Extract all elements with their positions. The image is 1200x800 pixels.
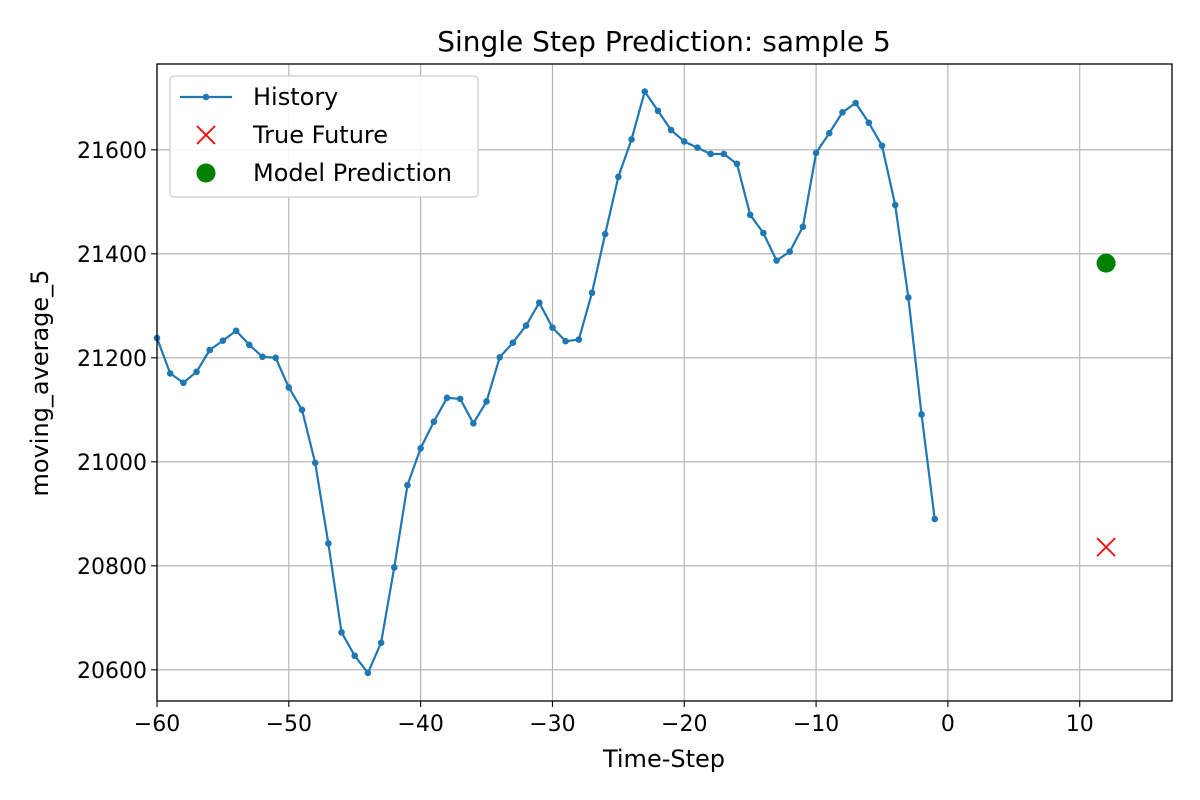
history-point <box>680 138 688 145</box>
history-point <box>918 411 925 418</box>
history-point <box>259 353 266 361</box>
legend-history-marker <box>202 93 210 101</box>
history-point <box>456 395 464 403</box>
history-point <box>825 129 833 137</box>
y-tick-label: 21600 <box>77 139 147 164</box>
history-point <box>641 88 649 95</box>
history-point <box>272 354 279 362</box>
history-point <box>601 230 609 238</box>
history-point <box>628 136 635 143</box>
history-point <box>733 160 741 168</box>
history-point <box>298 406 306 414</box>
legend-model-prediction-marker <box>196 163 216 183</box>
legend-label: True Future <box>252 121 388 149</box>
x-tick-label: 0 <box>941 712 955 737</box>
history-point <box>773 257 780 264</box>
legend: History True Future Model Prediction <box>169 75 479 198</box>
legend-box <box>169 75 479 198</box>
history-point <box>338 629 345 636</box>
history-point <box>575 336 583 343</box>
history-point <box>509 339 517 347</box>
x-tick-label: −30 <box>529 712 575 737</box>
history-point <box>799 223 807 231</box>
history-point <box>549 324 556 331</box>
x-tick-label: −10 <box>793 712 839 737</box>
history-point <box>760 229 767 237</box>
x-axis-label: Time-Step <box>602 745 725 773</box>
history-point <box>522 322 530 329</box>
history-point <box>285 384 293 391</box>
true-future-point <box>1096 537 1116 557</box>
history-point <box>812 149 820 157</box>
history-point <box>746 211 754 219</box>
x-tick-label: −20 <box>661 712 707 737</box>
history-point <box>483 398 490 405</box>
history-point <box>206 346 214 354</box>
ticks: −60 −50 −40 −30 −20 −10 0 10 20600 20800 21000 2120… <box>77 139 1094 737</box>
legend-label: Model Prediction <box>253 159 452 187</box>
history-point <box>496 353 504 361</box>
history-point <box>443 394 451 402</box>
y-tick-label: 20800 <box>77 555 147 580</box>
plot-frame <box>156 63 1173 702</box>
history-point <box>562 337 569 345</box>
history-point <box>839 109 846 116</box>
history-point <box>667 126 675 134</box>
history-point <box>588 289 596 297</box>
y-tick-label: 21200 <box>77 347 147 372</box>
y-tick-label: 21400 <box>77 243 147 268</box>
history-point <box>615 173 622 181</box>
legend-label: History <box>253 83 338 111</box>
history-point <box>180 379 187 387</box>
model-prediction-point <box>1096 253 1116 273</box>
history-point <box>470 420 477 427</box>
history-point <box>891 201 899 209</box>
history-point <box>311 459 319 467</box>
history-point <box>325 540 332 547</box>
history-point <box>878 142 886 149</box>
history-point <box>931 515 939 523</box>
history-point <box>707 150 714 158</box>
history-line <box>155 90 936 675</box>
history-point <box>193 368 200 376</box>
history-point <box>654 107 662 115</box>
history-point <box>786 248 794 256</box>
x-tick-label: −60 <box>134 712 180 737</box>
history-point <box>377 639 385 647</box>
chart-title: Single Step Prediction: sample 5 <box>437 25 891 58</box>
history-point <box>166 370 174 377</box>
history-point <box>390 564 398 571</box>
y-tick-label: 21000 <box>77 451 147 476</box>
history-point <box>430 418 438 426</box>
history-point <box>535 299 543 306</box>
history-point <box>417 444 424 452</box>
history-point <box>404 481 411 489</box>
history-point <box>364 669 372 677</box>
x-tick-label: −40 <box>397 712 443 737</box>
history-point <box>245 341 253 349</box>
history-point <box>852 99 859 107</box>
history-point <box>232 327 240 335</box>
y-tick-label: 20600 <box>77 659 147 684</box>
legend-true-future-marker <box>196 125 216 145</box>
history-point <box>219 337 227 344</box>
history-point <box>865 119 873 127</box>
x-tick-label: −50 <box>266 712 312 737</box>
history-point <box>720 150 728 158</box>
history-point <box>905 294 912 301</box>
x-tick-label: 10 <box>1066 712 1094 737</box>
y-axis-label: moving_average_5 <box>26 270 54 497</box>
history-point <box>694 144 701 152</box>
grid <box>156 64 1172 701</box>
history-point <box>351 652 359 660</box>
series-layer <box>153 88 1116 677</box>
